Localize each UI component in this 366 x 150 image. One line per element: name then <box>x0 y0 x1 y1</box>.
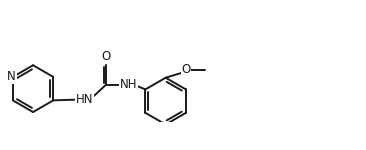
Text: N: N <box>7 70 16 83</box>
Text: O: O <box>101 50 111 63</box>
Text: NH: NH <box>120 78 137 91</box>
Text: O: O <box>181 63 191 76</box>
Text: HN: HN <box>76 93 93 106</box>
